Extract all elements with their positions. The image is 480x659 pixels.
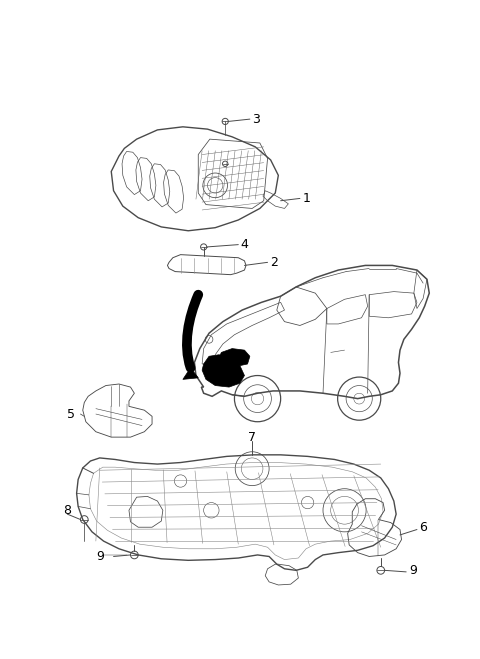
Text: 7: 7 [248, 430, 255, 444]
Text: 1: 1 [302, 192, 310, 205]
Polygon shape [202, 355, 244, 387]
Text: 6: 6 [419, 521, 427, 534]
Text: 9: 9 [96, 550, 104, 563]
Text: 9: 9 [409, 564, 417, 577]
Text: 8: 8 [63, 503, 71, 517]
Text: 3: 3 [252, 113, 260, 126]
Polygon shape [219, 349, 250, 366]
Polygon shape [183, 368, 198, 380]
Text: 4: 4 [240, 238, 249, 251]
Text: 5: 5 [67, 407, 75, 420]
Text: 2: 2 [270, 256, 278, 269]
